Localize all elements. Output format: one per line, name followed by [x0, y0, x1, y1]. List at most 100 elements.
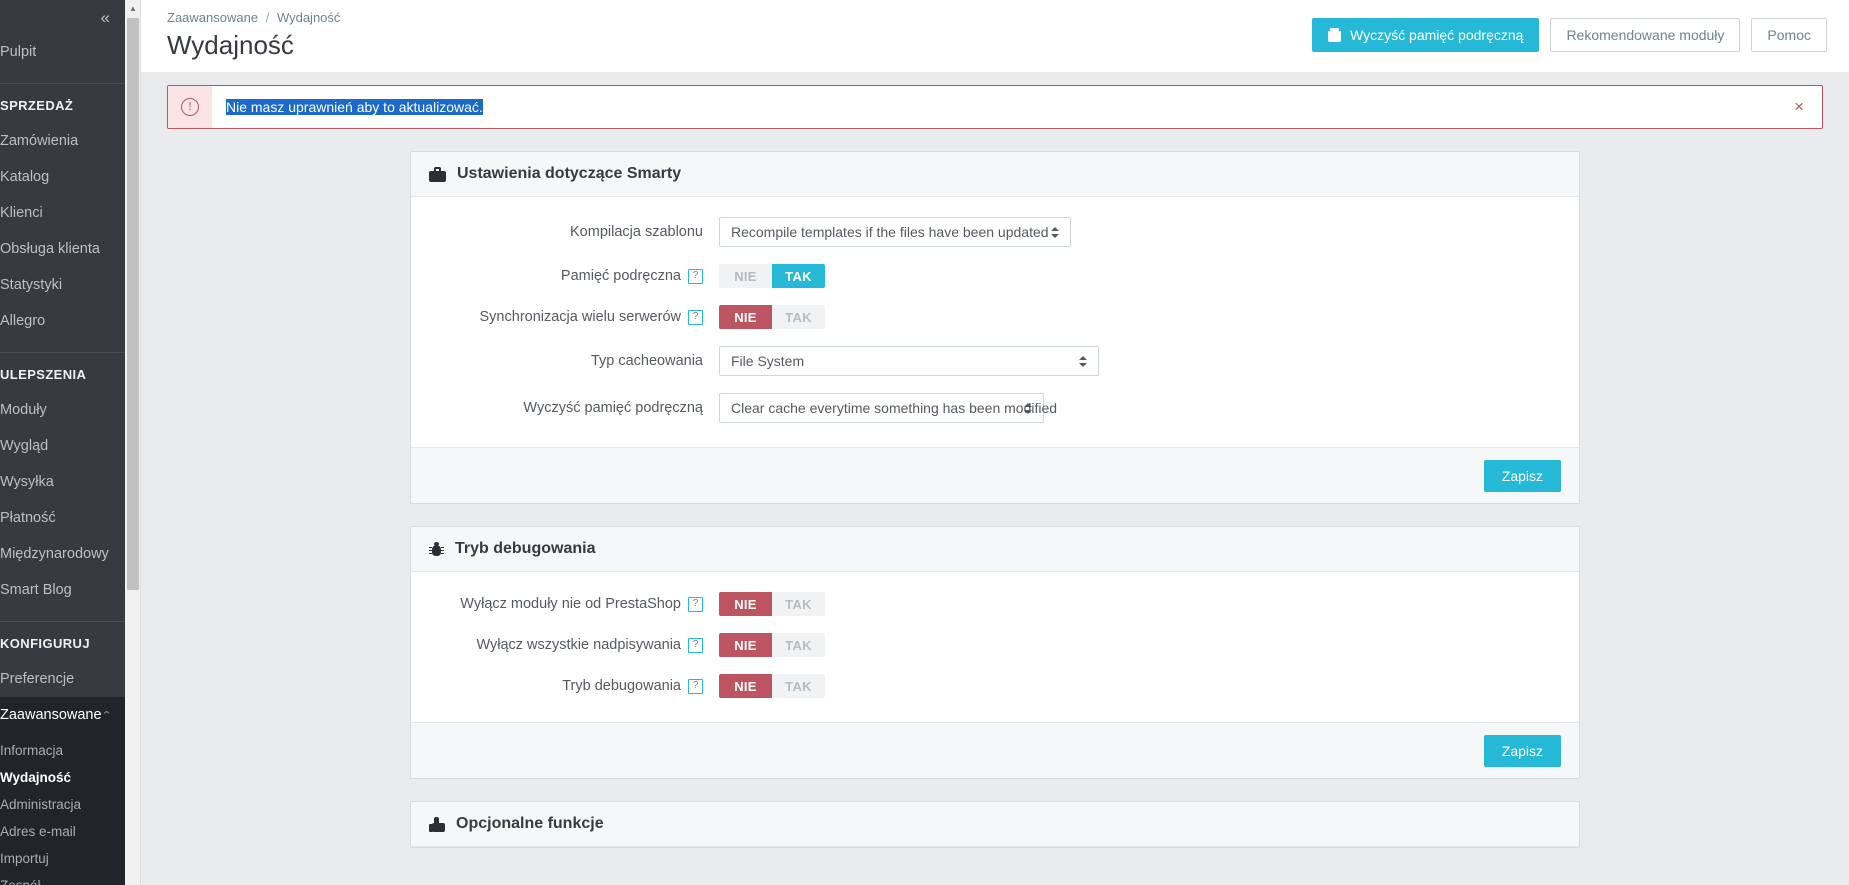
label-cache: Pamięć podręczna ? [429, 268, 719, 284]
form-row-multiserver-sync: Synchronizacja wielu serwerów ? NIE TAK [429, 305, 1561, 329]
panels-container: Ustawienia dotyczące Smarty Kompilacja s… [141, 129, 1849, 848]
switch-disable-non-prestashop-modules[interactable]: NIE TAK [719, 592, 825, 616]
optional-panel-title: Opcjonalne funkcje [456, 815, 604, 832]
sidebar-subitem-team[interactable]: Zespół [0, 872, 125, 885]
help-icon-cache[interactable]: ? [688, 268, 703, 284]
page-scrollbar[interactable]: ▲ [125, 0, 141, 885]
bug-icon [429, 541, 444, 557]
debug-panel-header: Tryb debugowania [411, 527, 1579, 572]
sidebar-divider-1 [0, 83, 125, 84]
sidebar-collapse-row: « [0, 0, 125, 34]
switch-disable-all-overrides[interactable]: NIE TAK [719, 633, 825, 657]
switch-debug-mode-yes[interactable]: TAK [772, 674, 825, 698]
sidebar-item-advanced-label: Zaawansowane [0, 707, 102, 723]
help-button[interactable]: Pomoc [1751, 18, 1827, 52]
clear-cache-button[interactable]: Wyczyść pamięć podręczną [1312, 18, 1540, 52]
chevron-updown-icon [1079, 354, 1088, 368]
sidebar-item-advanced[interactable]: Zaawansowane ⌃ [0, 697, 125, 733]
sidebar-section-configure: KONFIGURUJ [0, 636, 90, 651]
scrollbar-thumb[interactable] [127, 18, 139, 590]
warning-icon: ! [181, 98, 199, 116]
smarty-panel-body: Kompilacja szablonu Recompile templates … [411, 197, 1579, 447]
smarty-panel-footer: Zapisz [411, 447, 1579, 503]
label-cache-text: Pamięć podręczna [560, 268, 681, 284]
sidebar-subitem-administration[interactable]: Administracja [0, 797, 82, 812]
collapse-sidebar-icon[interactable]: « [100, 7, 111, 27]
debug-mode-panel: Tryb debugowania Wyłącz moduły nie od Pr… [410, 526, 1580, 779]
sidebar-item-shipping[interactable]: Wysyłka [0, 474, 54, 490]
form-row-debug-mode: Tryb debugowania ? NIE TAK [429, 674, 1561, 698]
switch-debug-mode[interactable]: NIE TAK [719, 674, 825, 698]
page-title: Wydajność [167, 30, 294, 60]
help-icon-disable-all-overrides[interactable]: ? [688, 637, 703, 653]
label-debug-mode-text: Tryb debugowania [562, 678, 681, 694]
save-button-debug[interactable]: Zapisz [1483, 734, 1561, 767]
label-template-compilation: Kompilacja szablonu [570, 224, 703, 240]
sidebar-item-orders[interactable]: Zamówienia [0, 133, 79, 149]
select-caching-type[interactable]: File System [719, 346, 1099, 376]
form-row-disable-all-overrides: Wyłącz wszystkie nadpisywania ? NIE TAK [429, 633, 1561, 657]
help-icon-debug-mode[interactable]: ? [688, 678, 703, 694]
sidebar-item-design[interactable]: Wygląd [0, 438, 49, 454]
breadcrumb: Zaawansowane / Wydajność [167, 6, 1827, 25]
smarty-panel-title: Ustawienia dotyczące Smarty [457, 165, 682, 182]
switch-disable-non-prestashop-modules-no[interactable]: NIE [719, 592, 772, 616]
switch-multiserver-sync-yes[interactable]: TAK [772, 305, 825, 329]
sidebar-item-dashboard[interactable]: Pulpit [0, 44, 37, 60]
clear-cache-label: Wyczyść pamięć podręczną [1350, 27, 1524, 43]
sidebar-item-modules[interactable]: Moduły [0, 402, 47, 418]
sidebar-divider-2 [0, 352, 125, 353]
label-disable-all-overrides: Wyłącz wszystkie nadpisywania ? [429, 637, 719, 653]
sidebar-item-smart-blog[interactable]: Smart Blog [0, 582, 72, 598]
switch-disable-non-prestashop-modules-yes[interactable]: TAK [772, 592, 825, 616]
page-toolbar: Zaawansowane / Wydajność Wydajność Wyczy… [141, 0, 1849, 74]
sidebar-item-international[interactable]: Międzynarodowy [0, 546, 109, 562]
label-debug-mode: Tryb debugowania ? [429, 678, 719, 694]
form-row-template-compilation: Kompilacja szablonu Recompile templates … [429, 217, 1561, 247]
switch-debug-mode-no[interactable]: NIE [719, 674, 772, 698]
switch-multiserver-sync[interactable]: NIE TAK [719, 305, 825, 329]
sidebar-item-payment[interactable]: Płatność [0, 510, 56, 526]
form-row-clear-cache: Wyczyść pamięć podręczną Clear cache eve… [429, 393, 1561, 423]
scroll-up-arrow-icon[interactable]: ▲ [129, 3, 137, 13]
help-icon-disable-non-prestashop-modules[interactable]: ? [688, 596, 703, 612]
recommended-modules-button[interactable]: Rekomendowane moduły [1550, 18, 1741, 52]
switch-cache-yes[interactable]: TAK [772, 264, 825, 288]
select-caching-type-value: File System [731, 353, 805, 369]
sidebar-item-customer-service[interactable]: Obsługa klienta [0, 241, 100, 257]
sidebar-subitem-email[interactable]: Adres e-mail [0, 824, 76, 839]
sidebar-subitem-information[interactable]: Informacja [0, 743, 64, 758]
debug-panel-footer: Zapisz [411, 722, 1579, 778]
breadcrumb-separator: / [265, 10, 270, 25]
switch-cache[interactable]: NIE TAK [719, 264, 825, 288]
debug-panel-body: Wyłącz moduły nie od PrestaShop ? NIE TA… [411, 572, 1579, 722]
sidebar-item-customers[interactable]: Klienci [0, 205, 43, 221]
switch-multiserver-sync-no[interactable]: NIE [719, 305, 772, 329]
select-template-compilation[interactable]: Recompile templates if the files have be… [719, 217, 1071, 247]
sidebar-section-improve: ULEPSZENIA [0, 367, 87, 382]
select-clear-cache[interactable]: Clear cache everytime something has been… [719, 393, 1057, 423]
briefcase-icon [429, 166, 446, 182]
close-icon[interactable]: × [1794, 97, 1804, 116]
sidebar-subitem-performance[interactable]: Wydajność [0, 770, 72, 785]
content-area: Zaawansowane / Wydajność Wydajność Wyczy… [141, 0, 1849, 885]
breadcrumb-parent[interactable]: Zaawansowane [167, 10, 259, 25]
sidebar-item-preferences[interactable]: Preferencje [0, 671, 75, 687]
alert-message: Nie masz uprawnień aby to aktualizować. [226, 99, 483, 115]
chevron-updown-icon [1051, 225, 1060, 239]
main-sidebar: « Pulpit SPRZEDAŻ Zamówienia Katalog Kli… [0, 0, 125, 885]
sidebar-subitem-import[interactable]: Importuj [0, 851, 49, 866]
switch-cache-no[interactable]: NIE [719, 264, 772, 288]
label-disable-non-prestashop-modules-text: Wyłącz moduły nie od PrestaShop [460, 596, 681, 612]
debug-panel-title: Tryb debugowania [455, 540, 596, 557]
form-row-disable-non-prestashop-modules: Wyłącz moduły nie od PrestaShop ? NIE TA… [429, 592, 1561, 616]
sidebar-submenu-advanced: Informacja Wydajność Administracja Adres… [0, 733, 125, 885]
sidebar-item-stats[interactable]: Statystyki [0, 277, 63, 293]
chevron-up-icon: ⌃ [100, 709, 113, 722]
switch-disable-all-overrides-yes[interactable]: TAK [772, 633, 825, 657]
switch-disable-all-overrides-no[interactable]: NIE [719, 633, 772, 657]
sidebar-item-catalog[interactable]: Katalog [0, 169, 50, 185]
sidebar-item-allegro[interactable]: Allegro [0, 313, 46, 329]
save-button-smarty[interactable]: Zapisz [1483, 459, 1561, 492]
help-icon-multiserver-sync[interactable]: ? [688, 309, 703, 325]
